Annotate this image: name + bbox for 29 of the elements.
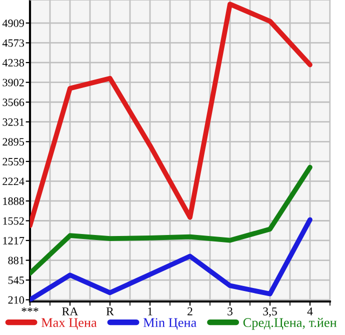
x-tick-label: 3 [228, 307, 232, 316]
x-tick-label: R [106, 308, 114, 316]
y-tick-label: 3566 [2, 98, 24, 106]
legend-label: Max Цена [41, 318, 97, 330]
x-tick-label: 1 [148, 307, 152, 316]
x-tick-label: 2 [188, 307, 192, 316]
x-tick-label: RA [62, 307, 78, 316]
y-tick-label: 2224 [2, 178, 24, 186]
legend-label: Min Цена [143, 318, 196, 330]
y-tick-label: 210 [8, 296, 24, 304]
y-tick-label: 1552 [3, 217, 24, 225]
legend-label: Сред.Цена, т.йен [243, 318, 337, 330]
y-tick-label: 881 [8, 256, 24, 264]
y-tick-label: 1217 [3, 236, 24, 244]
y-tick-label: 3902 [2, 78, 24, 86]
y-tick-label: 4238 [2, 59, 24, 67]
x-tick-label: 3,5 [263, 307, 277, 318]
line-series [30, 164, 312, 276]
x-tick-label: 4 [307, 307, 313, 316]
y-tick-label: 4573 [2, 39, 24, 47]
y-tick-label: 545 [8, 276, 24, 284]
line-series [30, 2, 312, 228]
y-tick-label: 1888 [3, 197, 24, 205]
y-tick-label: 3231 [2, 118, 24, 126]
y-tick-label: 4909 [2, 19, 24, 27]
line-series [30, 217, 312, 302]
x-tick-label: *** [22, 308, 38, 312]
y-tick-label: 2559 [2, 158, 24, 166]
y-tick-label: 2895 [2, 138, 24, 146]
